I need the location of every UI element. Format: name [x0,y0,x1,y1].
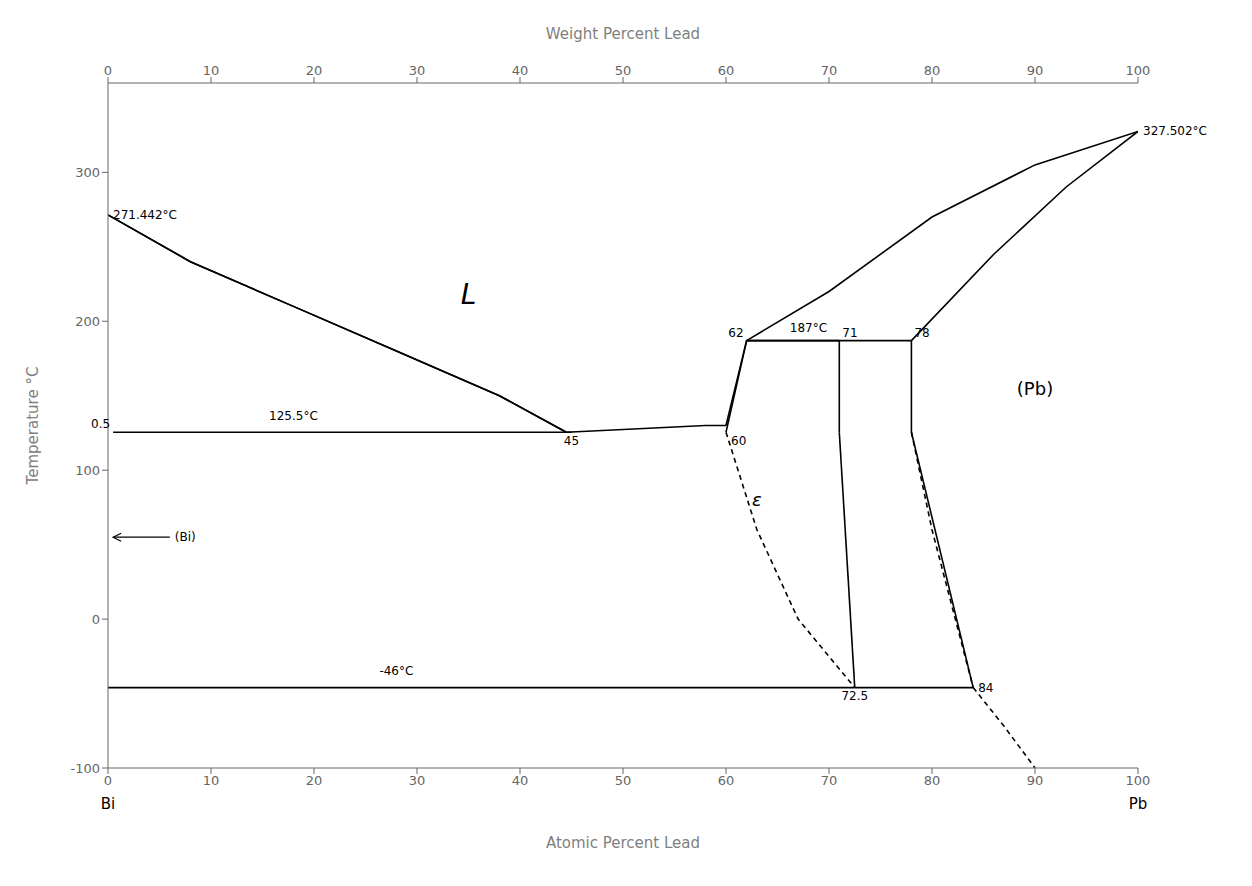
svg-text:327.502°C: 327.502°C [1143,124,1207,138]
svg-text:125.5°C: 125.5°C [269,409,318,423]
svg-text:-46°C: -46°C [379,664,413,678]
svg-text:60: 60 [731,434,746,448]
svg-text:100: 100 [1126,773,1151,788]
svg-text:70: 70 [821,773,838,788]
svg-text:70: 70 [821,63,838,78]
svg-text:0: 0 [104,63,112,78]
svg-text:40: 40 [512,773,529,788]
svg-text:L: L [461,278,477,311]
svg-text:90: 90 [1027,63,1044,78]
svg-text:60: 60 [718,63,735,78]
svg-text:20: 20 [306,773,323,788]
svg-text:Pb: Pb [1129,795,1148,813]
svg-text:80: 80 [924,63,941,78]
svg-text:-100: -100 [70,761,100,776]
svg-text:50: 50 [615,63,632,78]
svg-text:Atomic Percent Lead: Atomic Percent Lead [546,834,700,852]
svg-text:80: 80 [924,773,941,788]
svg-text:100: 100 [75,463,100,478]
svg-text:Weight Percent Lead: Weight Percent Lead [546,25,700,43]
svg-text:Bi: Bi [101,795,115,813]
svg-text:10: 10 [203,773,220,788]
svg-text:30: 30 [409,63,426,78]
svg-text:(Pb): (Pb) [1017,378,1053,399]
svg-text:10: 10 [203,63,220,78]
svg-text:Temperature °C: Temperature °C [24,367,42,486]
svg-text:ε: ε [752,489,762,510]
svg-text:30: 30 [409,773,426,788]
svg-text:71: 71 [842,326,857,340]
svg-text:187°C: 187°C [790,321,827,335]
svg-text:90: 90 [1027,773,1044,788]
svg-text:72.5: 72.5 [841,689,868,703]
svg-text:0.5: 0.5 [91,417,110,431]
svg-text:84: 84 [978,681,993,695]
svg-text:78: 78 [914,326,929,340]
svg-text:200: 200 [75,314,100,329]
svg-text:100: 100 [1126,63,1151,78]
svg-text:62: 62 [728,326,743,340]
svg-text:0: 0 [92,612,100,627]
svg-text:50: 50 [615,773,632,788]
svg-text:(Bi): (Bi) [175,530,196,544]
svg-text:45: 45 [564,434,579,448]
svg-text:60: 60 [718,773,735,788]
svg-text:0: 0 [104,773,112,788]
svg-text:300: 300 [75,165,100,180]
svg-text:271.442°C: 271.442°C [113,208,177,222]
svg-text:40: 40 [512,63,529,78]
svg-text:20: 20 [306,63,323,78]
